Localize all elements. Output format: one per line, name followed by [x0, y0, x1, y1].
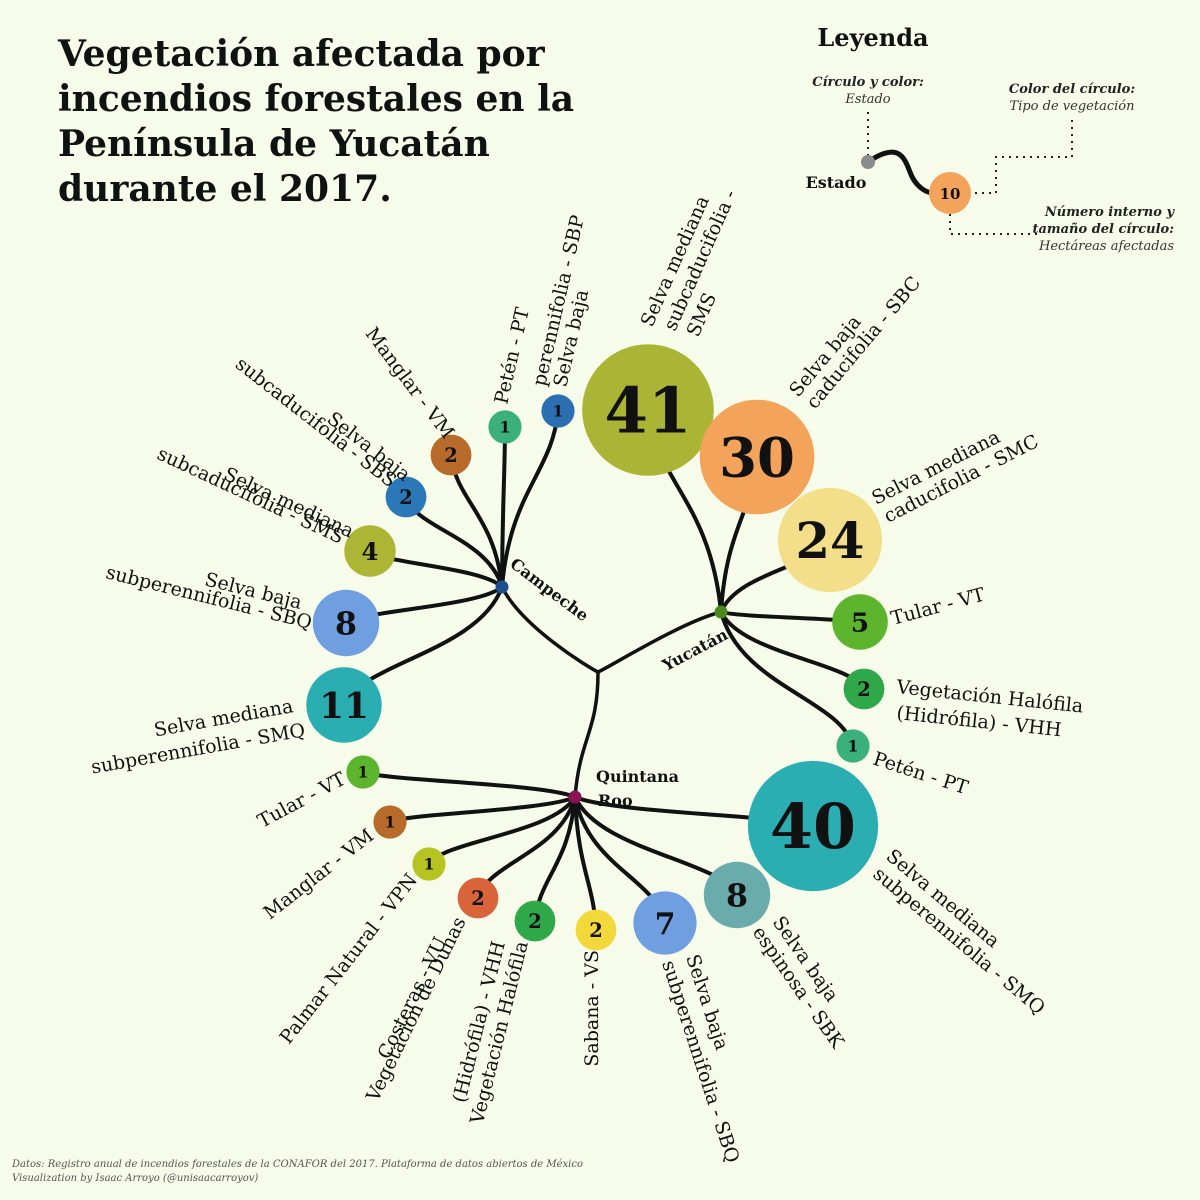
vegetation-circle [514, 900, 556, 942]
branch-link [500, 425, 507, 589]
vegetation-circle [541, 394, 575, 428]
footer-source: Datos: Registro anual de incendios fores… [12, 1159, 583, 1170]
legend-dotted-connector [949, 214, 1040, 235]
legend-color-note-value: Tipo de vegetación [1010, 99, 1135, 114]
vegetation-value: 2 [857, 678, 871, 701]
vegetation-value: 8 [335, 605, 357, 642]
vegetation-label: Manglar - VM [361, 323, 459, 443]
state-node-yucatan [714, 605, 728, 619]
vegetation-value: 1 [553, 402, 564, 421]
vegetation-label: Sabana - VS [581, 950, 603, 1067]
vegetation-value: 1 [358, 763, 369, 782]
vegetation-value: 5 [851, 608, 869, 639]
legend-example-value: 10 [940, 185, 961, 203]
vegetation-value: 40 [770, 790, 856, 863]
vegetation-circle [312, 589, 380, 657]
vegetation-circle [836, 729, 870, 763]
root-node [596, 670, 600, 674]
state-label-quintana-roo: Quintana [596, 767, 679, 786]
vegetation-value: 2 [528, 910, 542, 933]
vegetation-circle [488, 410, 522, 444]
vegetation-label: Costeras - VU [373, 934, 451, 1063]
vegetation-label: caducifolia - SBC [802, 272, 925, 413]
vegetation-label: Manglar - VM [259, 825, 378, 924]
vegetation-value: 8 [726, 877, 748, 914]
vegetation-circle [843, 668, 885, 710]
vegetation-circle [306, 667, 382, 743]
vegetation-value: 7 [655, 907, 676, 942]
legend-number-note-value: Hectáreas afectadas [1038, 239, 1174, 254]
legend-branch-line [865, 149, 935, 196]
legend-circle-note-heading: Círculo y color: [812, 75, 924, 90]
state-label-quintana-roo: Roo [598, 791, 633, 810]
title-line: Península de Yucatán [58, 123, 490, 165]
vegetation-value: 2 [399, 486, 413, 509]
legend-example-circle [929, 172, 971, 214]
vegetation-circle [373, 805, 407, 839]
legend: Leyenda Círculo y color: Estado Color de… [806, 23, 1176, 254]
vegetation-value: 30 [719, 426, 795, 490]
legend-color-note-heading: Color del círculo: [1009, 82, 1136, 97]
vegetation-value: 2 [589, 919, 603, 942]
vegetation-label: Tular - VT [254, 768, 350, 833]
state-node-quintana-roo [568, 790, 582, 804]
state-node-campeche [495, 580, 509, 594]
footer-credits: Datos: Registro anual de incendios fores… [12, 1158, 583, 1186]
trunk-link-quintana-roo [573, 670, 600, 799]
vegetation-circle [430, 434, 472, 476]
vegetation-circle [633, 891, 697, 955]
vegetation-circle [344, 525, 396, 577]
vegetation-circle [777, 487, 883, 593]
vegetation-circle [575, 909, 617, 951]
vegetation-circle [832, 594, 888, 650]
vegetation-value: 2 [444, 444, 458, 467]
vegetation-circle [457, 877, 499, 919]
title-line: Vegetación afectada por [58, 33, 545, 75]
vegetation-circle [747, 760, 879, 892]
footer-credit: Visualization by Isaac Arroyo (@unisaaca… [12, 1173, 259, 1184]
vegetation-circle [703, 861, 771, 929]
legend-number-note-heading: tamaño del círculo: [1032, 222, 1174, 237]
vegetation-value: 2 [471, 887, 485, 910]
vegetation-value: 4 [362, 537, 379, 566]
vegetation-value: 1 [848, 737, 859, 756]
legend-state-dot [861, 155, 875, 169]
legend-circle-note-value: Estado [844, 92, 890, 107]
vegetation-value: 1 [500, 418, 511, 437]
branch-link [500, 409, 560, 589]
trunk-link-yucatan [596, 610, 723, 674]
vegetation-circle [346, 755, 380, 789]
page-title: Vegetación afectada por incendios forest… [58, 32, 618, 212]
vegetation-label: subcaducifolia - SBS [231, 353, 400, 492]
title-line: incendios forestales en la [58, 78, 575, 120]
title-line: durante el 2017. [58, 168, 392, 210]
legend-title: Leyenda [817, 23, 928, 52]
vegetation-circle [699, 399, 815, 515]
vegetation-value: 1 [424, 855, 435, 874]
vegetation-value: 11 [319, 685, 369, 727]
vegetation-label: subperennifolia - SMQ [869, 863, 1049, 1019]
branch-link [361, 770, 577, 799]
branch-link [719, 610, 855, 748]
vegetation-label: Petén - PT [490, 305, 534, 406]
trunk-link-campeche [500, 585, 600, 674]
vegetation-value: 24 [796, 512, 865, 570]
vegetation-label: Petén - PT [870, 748, 971, 799]
legend-dotted-connector [968, 120, 1073, 194]
vegetation-circle [385, 476, 427, 518]
vegetation-label: Tular - VT [889, 584, 988, 630]
vegetation-value: 41 [605, 374, 692, 448]
legend-number-note-heading: Número interno y [1044, 205, 1176, 220]
vegetation-circle [582, 344, 714, 476]
vegetation-value: 1 [385, 813, 396, 832]
state-label-campeche: Campeche [507, 554, 593, 625]
vegetation-circle [412, 847, 446, 881]
vegetation-label: subcaducifolia - SMS [154, 443, 347, 549]
legend-state-label: Estado [806, 173, 867, 192]
